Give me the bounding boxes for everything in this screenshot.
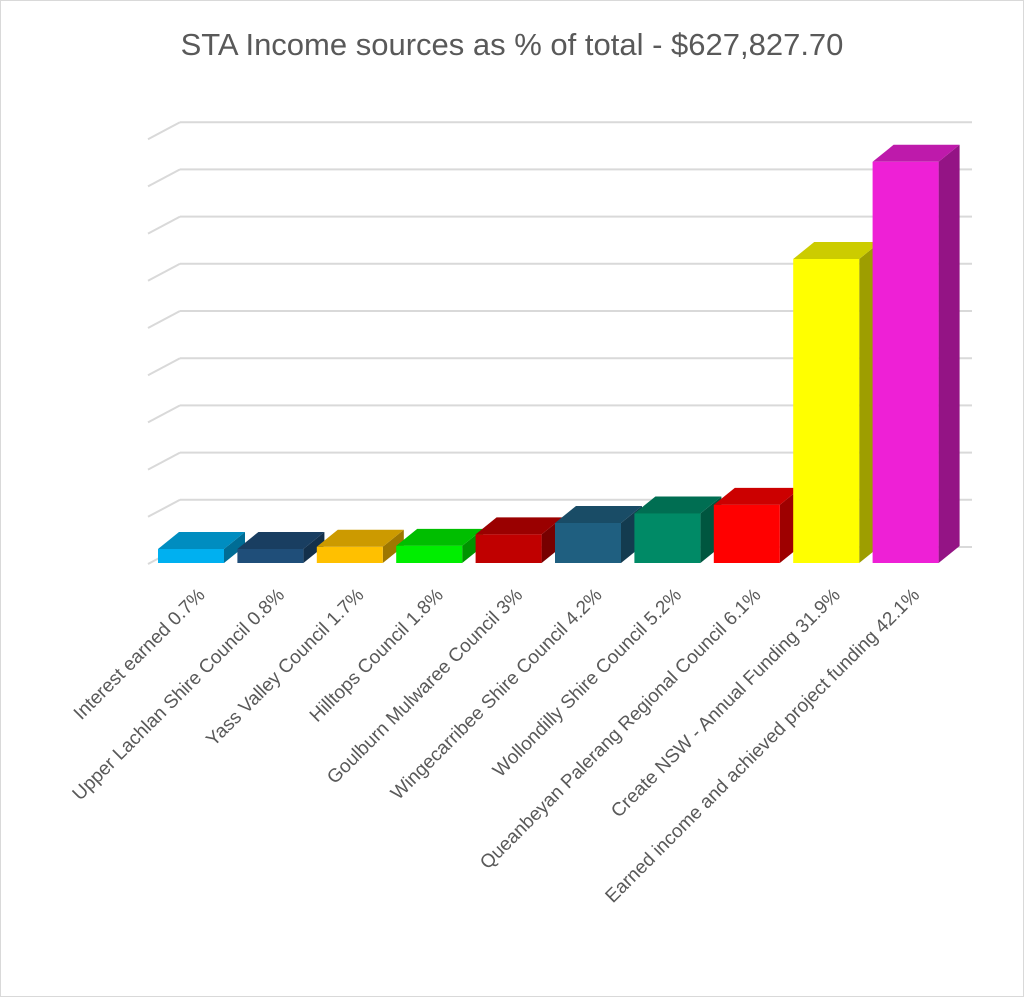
bar bbox=[396, 528, 484, 563]
gridline-side bbox=[147, 451, 181, 471]
bar-top bbox=[713, 487, 801, 505]
bar-side bbox=[382, 529, 404, 563]
bar bbox=[555, 505, 642, 563]
bar-front bbox=[872, 161, 939, 564]
bar bbox=[158, 532, 245, 563]
bar-side bbox=[938, 144, 960, 564]
chart-title: STA Income sources as % of total - $627,… bbox=[180, 27, 844, 62]
category-label: Hilltops Council 1.8% bbox=[306, 585, 448, 727]
gridline-side bbox=[147, 310, 181, 329]
bar-top bbox=[396, 528, 484, 546]
gridline-side bbox=[147, 262, 181, 282]
bar-front bbox=[475, 534, 542, 563]
bar bbox=[634, 496, 722, 563]
category-labels: Interest earned 0.7%Upper Lachlan Shire … bbox=[69, 585, 925, 908]
gridline-side bbox=[147, 357, 181, 377]
bar-top bbox=[872, 144, 960, 162]
gridline-side bbox=[147, 404, 181, 424]
gridline-side bbox=[147, 121, 181, 141]
category-label: Queanbeyan Palerang Regional Council 6.1… bbox=[476, 585, 765, 874]
bar-top bbox=[158, 532, 245, 549]
bar-front bbox=[237, 549, 304, 563]
gridline-side bbox=[147, 215, 181, 235]
bar-front bbox=[158, 549, 224, 563]
bar-side bbox=[303, 532, 325, 563]
bar bbox=[237, 532, 325, 563]
bar bbox=[713, 487, 801, 563]
gridline-side bbox=[147, 168, 181, 188]
gridline-side bbox=[147, 498, 181, 518]
category-label: Interest earned 0.7% bbox=[70, 585, 210, 725]
bar-series bbox=[158, 144, 960, 564]
bar-front bbox=[634, 513, 701, 563]
bar-top bbox=[237, 532, 325, 549]
bar-side bbox=[224, 532, 245, 563]
bar-top bbox=[475, 517, 563, 535]
bar bbox=[475, 517, 563, 563]
bar bbox=[872, 144, 960, 564]
bar-front bbox=[555, 522, 621, 563]
category-label: Yass Valley Council 1.7% bbox=[202, 585, 368, 751]
bar-top bbox=[316, 529, 404, 547]
bar-top bbox=[793, 241, 881, 259]
bar bbox=[793, 241, 881, 564]
bar-front bbox=[793, 258, 860, 563]
bar-front bbox=[316, 546, 383, 563]
bar-front bbox=[713, 504, 780, 563]
bar-top bbox=[555, 505, 642, 523]
bar-top bbox=[634, 496, 722, 514]
bar bbox=[316, 529, 404, 563]
bar-front bbox=[396, 545, 463, 563]
